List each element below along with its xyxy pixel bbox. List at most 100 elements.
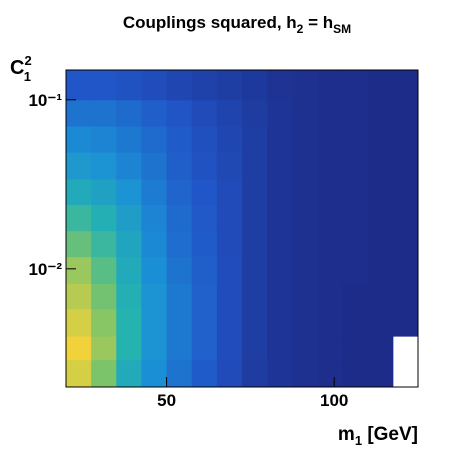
heat-cell — [392, 152, 419, 180]
heat-cell — [317, 178, 344, 206]
heat-cell — [91, 70, 117, 101]
heat-cell — [216, 204, 243, 232]
heat-cell — [116, 204, 142, 232]
heat-cell — [292, 152, 318, 180]
heat-cell — [317, 256, 344, 284]
heat-cell — [267, 152, 293, 180]
plot-frame — [65, 69, 419, 388]
heat-cell — [242, 308, 268, 337]
title-text: = h — [303, 13, 333, 32]
heat-cell — [342, 336, 369, 361]
heat-cell — [66, 99, 92, 127]
heat-cell — [166, 204, 193, 232]
heat-cell — [141, 125, 168, 153]
y-axis-label: C2 1 — [10, 53, 32, 84]
heat-cell — [292, 125, 318, 153]
heat-cell — [216, 308, 243, 337]
heat-cell — [317, 70, 344, 101]
heat-cell — [317, 336, 344, 361]
heat-cell — [367, 308, 394, 337]
xlabel-text: [GeV] — [362, 424, 418, 445]
ylabel-sup: 2 — [24, 53, 31, 68]
heat-cell — [216, 336, 243, 361]
heat-cell — [66, 359, 92, 388]
heat-cell — [317, 99, 344, 127]
heat-cell — [292, 178, 318, 206]
heat-cell — [141, 204, 168, 232]
heat-cell — [91, 336, 117, 361]
heat-cell — [242, 99, 268, 127]
y-tick-label: 10⁻² — [28, 260, 62, 279]
heat-cell — [367, 178, 394, 206]
heat-cell — [91, 99, 117, 127]
x-axis-label: m1 [GeV] — [338, 424, 418, 448]
heat-cell — [242, 178, 268, 206]
heat-cell — [317, 204, 344, 232]
heat-cell — [166, 152, 193, 180]
heat-cell — [292, 359, 318, 388]
heat-cell — [191, 359, 218, 388]
heat-cell — [267, 308, 293, 337]
heat-cell — [392, 178, 419, 206]
heat-cell — [141, 336, 168, 361]
title-sub: 2 — [297, 22, 304, 36]
heat-cell — [116, 99, 142, 127]
heat-cell — [191, 125, 218, 153]
heat-cell — [191, 70, 218, 101]
heat-cell — [91, 152, 117, 180]
heat-cell — [191, 283, 218, 310]
y-tick-label: 10⁻¹ — [28, 91, 62, 110]
heat-cell — [166, 70, 193, 101]
heat-cell — [166, 256, 193, 284]
heat-cell — [66, 256, 92, 284]
heat-cell — [191, 230, 218, 258]
heat-cell — [191, 99, 218, 127]
heat-cell — [242, 204, 268, 232]
title-text: Couplings squared, h — [123, 13, 297, 32]
chart-title: Couplings squared, h2 = hSM — [123, 13, 351, 36]
heat-cell — [367, 256, 394, 284]
heat-cell — [66, 125, 92, 153]
heat-cell — [242, 125, 268, 153]
heat-cell — [392, 99, 419, 127]
xlabel-text: m — [338, 424, 355, 445]
ylabel-text: C — [10, 57, 24, 79]
heat-cell — [342, 308, 369, 337]
heat-cell — [392, 308, 419, 337]
heat-cell — [66, 178, 92, 206]
heat-cell — [116, 256, 142, 284]
heat-cell — [392, 125, 419, 153]
heat-cell — [91, 125, 117, 153]
heat-cell — [292, 336, 318, 361]
heat-cell — [166, 125, 193, 153]
x-tick-label: 100 — [320, 391, 348, 410]
heat-cell — [292, 99, 318, 127]
heat-cell — [267, 204, 293, 232]
heat-cell — [91, 230, 117, 258]
heat-cell — [216, 152, 243, 180]
heat-cell — [292, 308, 318, 337]
ylabel-sub: 1 — [24, 69, 31, 84]
heat-cell — [66, 152, 92, 180]
heat-cell — [317, 125, 344, 153]
heat-cell — [267, 70, 293, 101]
heat-cell — [267, 230, 293, 258]
heat-cell — [367, 283, 394, 310]
heat-cell — [141, 152, 168, 180]
heat-cell — [317, 359, 344, 388]
heat-cell — [342, 99, 369, 127]
heat-cell — [166, 283, 193, 310]
heat-cell — [166, 230, 193, 258]
heat-cell — [367, 204, 394, 232]
heat-cell — [392, 256, 419, 284]
heat-cell — [166, 99, 193, 127]
heat-cell — [367, 70, 394, 101]
heat-cell — [66, 308, 92, 337]
heat-cell — [267, 178, 293, 206]
heat-cell — [91, 308, 117, 337]
heat-cell — [317, 152, 344, 180]
heat-cell — [317, 308, 344, 337]
heat-cell — [191, 308, 218, 337]
heat-cell — [166, 178, 193, 206]
heat-cell — [267, 99, 293, 127]
